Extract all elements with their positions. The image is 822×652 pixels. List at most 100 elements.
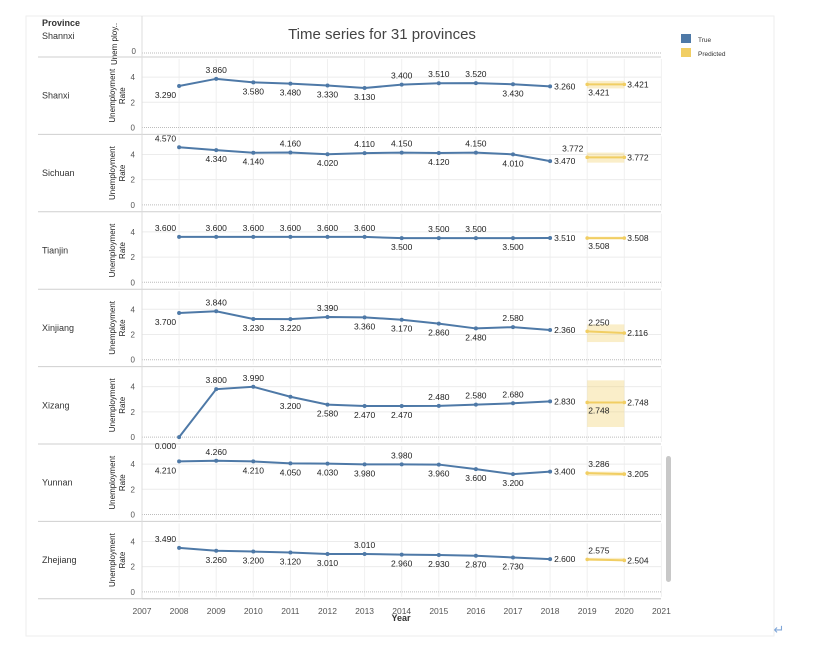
- data-label: 4.010: [502, 158, 524, 168]
- data-label: 3.200: [243, 556, 265, 566]
- x-tick-label: 2020: [615, 606, 634, 616]
- true-point: [325, 234, 330, 239]
- true-point: [325, 152, 330, 157]
- y-axis-label: Rate: [118, 396, 127, 413]
- data-label: 4.020: [317, 158, 339, 168]
- y-tick-label: 2: [131, 176, 136, 185]
- y-tick-label: 2: [131, 98, 136, 107]
- data-label: 3.010: [354, 540, 376, 550]
- predicted-point: [622, 472, 627, 476]
- data-label: 4.210: [243, 465, 265, 475]
- y-tick-label: 2: [131, 408, 136, 417]
- data-label: 4.050: [280, 467, 302, 477]
- true-point: [251, 549, 256, 554]
- true-point: [214, 234, 219, 239]
- data-label: 3.500: [428, 224, 450, 234]
- true-point: [511, 401, 515, 406]
- data-label: 4.340: [206, 154, 228, 164]
- true-point: [177, 459, 182, 464]
- true-point: [214, 148, 219, 153]
- x-tick-label: 2014: [392, 606, 411, 616]
- true-point: [511, 82, 515, 87]
- y-axis-label: Rate: [118, 164, 127, 181]
- true-point: [325, 83, 330, 88]
- predicted-point: [585, 236, 589, 240]
- true-point: [399, 403, 404, 408]
- true-point: [325, 551, 330, 556]
- predicted-start-label: 3.421: [588, 87, 610, 97]
- legend-true-label: True: [698, 37, 712, 44]
- data-label: 3.510: [554, 233, 576, 243]
- legend-predicted-swatch: [681, 48, 691, 57]
- data-label: 3.330: [317, 90, 339, 100]
- data-label: 3.170: [391, 324, 413, 334]
- true-point: [511, 152, 515, 157]
- data-label: 4.210: [155, 465, 177, 475]
- data-label: 2.470: [391, 410, 413, 420]
- data-label: 2.580: [502, 313, 524, 323]
- true-point: [436, 462, 441, 467]
- true-point: [214, 309, 219, 314]
- predicted-point: [622, 558, 627, 563]
- x-tick-label: 2015: [429, 606, 448, 616]
- x-tick-label: 2007: [133, 606, 152, 616]
- predicted-line: [587, 330, 625, 335]
- y-tick-label: 0: [131, 588, 136, 597]
- true-point: [473, 150, 478, 155]
- scrollbar-thumb[interactable]: [666, 456, 671, 582]
- true-point: [325, 461, 330, 466]
- data-label: 2.480: [465, 332, 487, 342]
- return-icon: ↵: [774, 622, 785, 637]
- true-point: [511, 236, 515, 241]
- province-label-shannxi: Shannxi: [42, 31, 75, 41]
- province-header: Province: [42, 18, 80, 28]
- x-tick-label: 2008: [170, 606, 189, 616]
- predicted-start-label: 3.286: [588, 459, 610, 469]
- true-point: [177, 435, 182, 440]
- y-tick-label: 4: [131, 73, 136, 82]
- y-axis-label: Unemployment: [108, 223, 117, 278]
- true-point: [288, 394, 293, 399]
- true-point: [548, 399, 553, 404]
- panel-xizang: 0 2 4 Xizang Unemployment Rate 2.748 2.748 0.000…: [38, 366, 662, 451]
- data-label: 3.960: [428, 469, 450, 479]
- predicted-start-label: 2.575: [588, 545, 610, 555]
- legend-true-swatch: [681, 34, 691, 43]
- data-label: 3.230: [243, 323, 265, 333]
- predicted-point: [585, 155, 589, 160]
- data-label: 3.120: [280, 557, 302, 567]
- true-point: [399, 317, 404, 322]
- data-label: 3.600: [354, 223, 376, 233]
- true-point: [473, 81, 478, 86]
- true-point: [325, 314, 330, 319]
- chart-frame: [25, 15, 775, 637]
- true-point: [177, 145, 182, 150]
- y-axis-label: Unemployment: [108, 300, 117, 355]
- x-tick-label: 2018: [541, 606, 560, 616]
- predicted-start-label: 3.508: [588, 241, 610, 251]
- data-label: 3.200: [502, 478, 524, 488]
- true-point: [399, 552, 404, 557]
- y-axis-label: Rate: [118, 319, 127, 336]
- true-point: [473, 467, 478, 472]
- true-point: [288, 550, 293, 555]
- data-label: 3.700: [155, 317, 177, 327]
- true-point: [399, 150, 404, 155]
- data-label: 2.870: [465, 560, 487, 570]
- data-label: 3.480: [280, 88, 302, 98]
- true-point: [436, 552, 441, 557]
- y-tick-label: 4: [131, 150, 136, 159]
- y-tick-label: 0: [131, 511, 136, 520]
- data-label: 4.150: [465, 139, 487, 149]
- true-point: [548, 469, 553, 474]
- data-label: 4.570: [155, 133, 177, 143]
- x-tick-label: 2017: [504, 606, 523, 616]
- data-label: 3.260: [554, 81, 576, 91]
- true-point: [251, 80, 256, 85]
- x-axis: 2007 2008 2009 2010 2011 2012 2013 2014 2015 2016…: [133, 598, 671, 616]
- true-point: [251, 316, 256, 321]
- data-label: 4.150: [391, 139, 413, 149]
- data-label: 4.030: [317, 468, 339, 478]
- true-point: [399, 236, 404, 241]
- x-tick-label: 2012: [318, 606, 337, 616]
